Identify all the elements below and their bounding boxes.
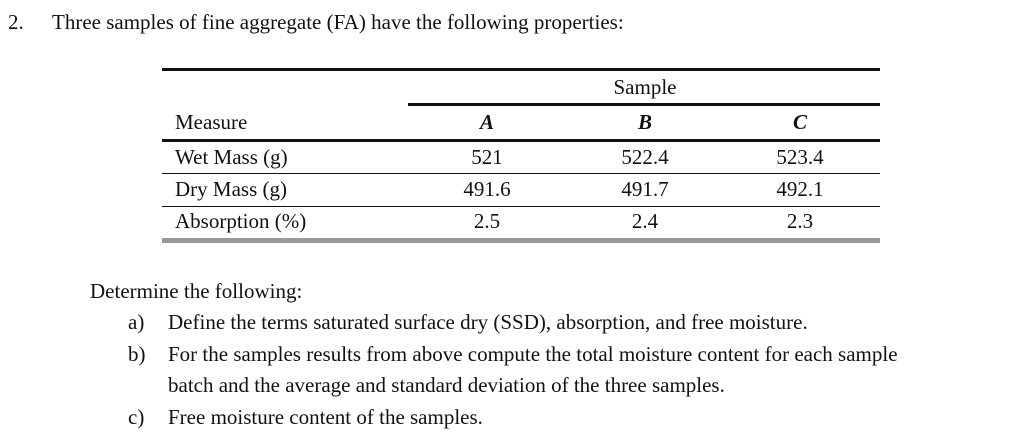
item-text: For the samples results from above compu…: [168, 341, 898, 366]
table-rule: [162, 206, 880, 207]
column-header: Measure: [175, 110, 248, 134]
item-text: batch and the average and standard devia…: [168, 373, 725, 397]
row-label: Absorption (%): [175, 209, 307, 233]
table-rule: [162, 238, 880, 243]
item-label: a): [128, 310, 145, 334]
table-cell: 2.4: [631, 209, 659, 233]
item-label: c): [128, 404, 145, 429]
column-header: B: [637, 110, 653, 134]
item-text: Free moisture content of the samples.: [168, 404, 483, 429]
item-text: Define the terms saturated surface dry (…: [168, 310, 808, 334]
table-cell: 492.1: [776, 177, 824, 201]
table-cell: 2.3: [786, 209, 814, 233]
question-text: Three samples of fine aggregate (FA) hav…: [52, 10, 624, 34]
table-cell: 523.4: [776, 145, 824, 169]
table-cell: 491.7: [621, 177, 669, 201]
instructions-intro: Determine the following:: [90, 279, 303, 303]
table-rule: [162, 173, 880, 174]
table-cell: 522.4: [621, 145, 669, 169]
table-cell: 521: [471, 145, 503, 169]
column-header: A: [479, 110, 495, 134]
row-label: Dry Mass (g): [175, 177, 287, 201]
table-cell: 491.6: [463, 177, 511, 201]
table-rule: [408, 103, 880, 106]
group-header: Sample: [613, 75, 677, 99]
item-label: b): [128, 341, 146, 366]
table-cell: 2.5: [473, 209, 501, 233]
row-label: Wet Mass (g): [175, 145, 288, 169]
column-header: C: [792, 110, 808, 134]
question-number: 2.: [8, 10, 24, 34]
table-rule: [162, 139, 880, 142]
table-rule: [162, 68, 880, 71]
